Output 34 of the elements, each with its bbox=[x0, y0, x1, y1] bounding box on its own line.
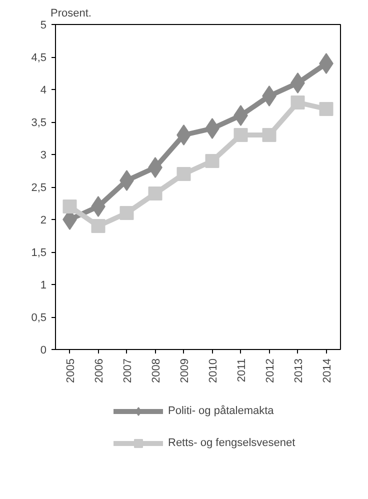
x-tick-label: 2013 bbox=[292, 358, 305, 383]
y-axis-title: Prosent. bbox=[50, 8, 92, 20]
point bbox=[62, 200, 77, 214]
y-tick-label: 3,5 bbox=[31, 117, 47, 129]
point bbox=[148, 186, 162, 200]
y-tick-label: 1 bbox=[40, 280, 47, 292]
x-tick-label: 2007 bbox=[122, 358, 134, 383]
point bbox=[262, 128, 276, 142]
x-tick-label: 2009 bbox=[178, 358, 191, 383]
y-tick-label: 1,5 bbox=[31, 247, 47, 259]
point bbox=[91, 219, 106, 233]
legend-label: Politi- og påtalemakta bbox=[168, 405, 274, 417]
legend-label: Retts- og fengselsvesenet bbox=[168, 437, 296, 449]
point bbox=[176, 167, 191, 181]
y-tick-label: 2,5 bbox=[31, 182, 47, 194]
y-tick-label: 5 bbox=[40, 20, 47, 32]
point bbox=[319, 102, 334, 116]
y-tick-label: 4 bbox=[40, 84, 47, 96]
x-tick-label: 2006 bbox=[93, 358, 106, 383]
x-tick-label: 2005 bbox=[64, 358, 77, 383]
y-tick-label: 3 bbox=[40, 150, 47, 162]
x-tick-label: 2011 bbox=[236, 358, 248, 382]
x-tick-label: 2014 bbox=[321, 358, 334, 383]
y-tick-label: 0 bbox=[40, 344, 47, 356]
x-tick-label: 2010 bbox=[207, 358, 220, 383]
point bbox=[290, 96, 305, 110]
x-tick-label: 2008 bbox=[150, 358, 162, 383]
point bbox=[120, 206, 134, 220]
x-tick-label: 2012 bbox=[264, 358, 276, 383]
y-tick-label: 0,5 bbox=[31, 312, 47, 324]
y-tick-label: 4,5 bbox=[31, 52, 47, 64]
y-tick-label: 2 bbox=[40, 214, 47, 226]
point bbox=[234, 128, 248, 142]
point bbox=[205, 154, 220, 168]
